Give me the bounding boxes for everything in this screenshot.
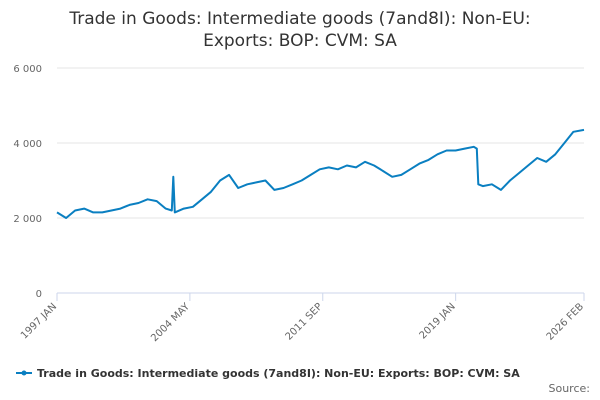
chart-title-line-1: Trade in Goods: Intermediate goods (7and… [68,9,530,29]
chart-title: Trade in Goods: Intermediate goods (7and… [68,9,530,51]
x-tick-label: 1997 JAN [19,301,59,341]
legend-item-label[interactable]: Trade in Goods: Intermediate goods (7and… [37,367,520,380]
x-tick-label: 2004 MAY [149,301,192,344]
series-line[interactable] [56,128,585,219]
legend[interactable]: Trade in Goods: Intermediate goods (7and… [16,367,520,380]
x-tick-label: 2011 SEP [284,301,325,342]
y-axis-tick-labels: 0 2 000 4 000 6 000 [13,64,42,300]
y-tick-label: 4 000 [13,139,42,150]
chart-title-line-2: Exports: BOP: CVM: SA [203,31,397,51]
y-tick-label: 6 000 [13,64,42,75]
x-axis-ticks: 1997 JAN 2004 MAY 2011 SEP 2019 JAN 2026 FEB [19,293,586,344]
y-tick-label: 2 000 [13,214,42,225]
x-tick-label: 2026 FEB [545,301,587,343]
credits-source[interactable]: Source: [549,382,591,395]
series-group [56,128,585,219]
y-gridlines [57,67,584,219]
x-tick-label: 2019 JAN [418,301,458,341]
y-tick-label: 0 [36,289,42,300]
legend-swatch-marker [21,370,27,376]
